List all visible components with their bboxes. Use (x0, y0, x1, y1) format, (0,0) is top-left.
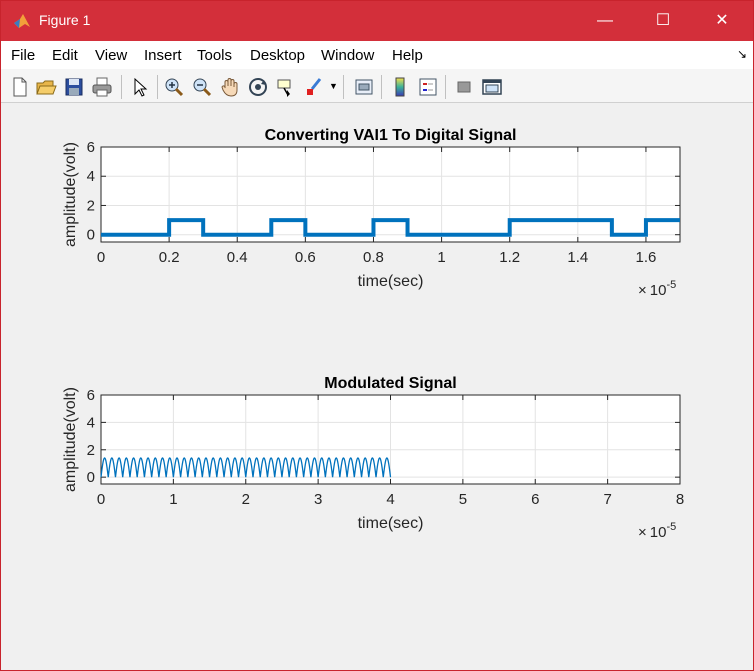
matlab-logo-icon (14, 14, 30, 28)
x-axis-label: time(sec) (358, 273, 424, 290)
open-file-icon[interactable] (35, 76, 57, 98)
exponent-base: 10 (650, 282, 667, 299)
axes-title: Modulated Signal (324, 375, 456, 392)
x-tick-label: 0 (97, 249, 105, 266)
x-tick-label: 6 (531, 491, 539, 508)
x-tick-label: 3 (314, 491, 322, 508)
modulated-signal-line (100, 457, 392, 478)
legend-icon[interactable] (417, 76, 439, 98)
digital-signal-line (101, 218, 680, 237)
exponent-base: 10 (650, 524, 667, 541)
x-tick-label: 7 (603, 491, 611, 508)
title-bar: Figure 1 — ☐ ✕ (1, 1, 753, 41)
x-tick-label: 2 (242, 491, 250, 508)
toolbar-separator (445, 75, 446, 99)
y-tick-label: 0 (87, 469, 95, 486)
x-tick-label: 5 (459, 491, 467, 508)
menu-bar: File Edit View Insert Tools Desktop Wind… (1, 41, 753, 69)
x-tick-label: 0.4 (227, 249, 248, 266)
menu-insert[interactable]: Insert (144, 47, 182, 64)
minimize-button[interactable]: — (597, 12, 613, 29)
y-tick-label: 0 (87, 227, 95, 244)
y-tick-label: 4 (87, 414, 95, 431)
colorbar-icon[interactable] (389, 76, 411, 98)
data-cursor-icon[interactable] (275, 76, 297, 98)
show-plot-tools-icon[interactable] (481, 76, 503, 98)
x-axis-label: time(sec) (358, 515, 424, 532)
close-button[interactable]: ✕ (715, 12, 729, 29)
zoom-in-icon[interactable] (163, 76, 185, 98)
dock-figure-icon[interactable]: ↘ (736, 47, 747, 61)
exponent-times: × (638, 524, 647, 541)
toolbar-separator (157, 75, 158, 99)
pan-icon[interactable] (219, 76, 241, 98)
menu-help[interactable]: Help (392, 47, 423, 64)
exponent-times: × (638, 282, 647, 299)
axes-box (100, 146, 681, 243)
edit-plot-icon[interactable] (129, 76, 151, 98)
x-tick-label: 1.6 (636, 249, 657, 266)
x-axis-exponent: × 10-5 (638, 521, 676, 541)
menu-view[interactable]: View (95, 47, 128, 64)
new-figure-icon[interactable] (9, 76, 31, 98)
toolbar-separator (343, 75, 344, 99)
y-axis-label: amplitude(volt) (62, 142, 79, 247)
x-tick-label: 0.2 (159, 249, 180, 266)
menu-file[interactable]: File (11, 47, 36, 64)
toolbar-separator (381, 75, 382, 99)
y-tick-label: 2 (87, 197, 95, 214)
window-title: Figure 1 (39, 12, 91, 28)
print-icon[interactable] (91, 76, 113, 98)
zoom-out-icon[interactable] (191, 76, 213, 98)
brush-icon[interactable] (303, 76, 325, 98)
maximize-button[interactable]: ☐ (655, 12, 671, 29)
axes-digital-signal[interactable]: 0 0.2 0.4 0.6 0.8 1 1.2 1.4 1.6 0 2 4 6 Converting VA… (62, 127, 681, 299)
y-axis-label: amplitude(volt) (62, 387, 79, 492)
x-tick-label: 4 (386, 491, 394, 508)
hide-plot-tools-icon[interactable] (453, 76, 475, 98)
link-plot-icon[interactable] (353, 76, 375, 98)
x-tick-label: 8 (676, 491, 684, 508)
figure-canvas: 0 0.2 0.4 0.6 0.8 1 1.2 1.4 1.6 0 2 4 6 Converting VA… (1, 104, 753, 670)
x-tick-label: 0.8 (363, 249, 384, 266)
x-tick-label: 0 (97, 491, 105, 508)
menu-desktop[interactable]: Desktop (250, 47, 306, 64)
x-axis-exponent: × 10-5 (638, 279, 676, 299)
toolbar-separator (121, 75, 122, 99)
menu-tools[interactable]: Tools (197, 47, 233, 64)
axes-title: Converting VAI1 To Digital Signal (265, 127, 517, 144)
save-icon[interactable] (63, 76, 85, 98)
axes-modulated-signal[interactable]: 0 1 2 3 4 5 6 7 8 0 2 4 6 Modulated Signal time(sec) am… (62, 375, 684, 541)
exponent-power: -5 (666, 279, 676, 291)
y-tick-label: 6 (87, 139, 95, 156)
y-tick-label: 6 (87, 387, 95, 404)
menu-window[interactable]: Window (321, 47, 375, 64)
x-tick-label: 1.4 (567, 249, 588, 266)
rotate-3d-icon[interactable] (247, 76, 269, 98)
y-tick-label: 4 (87, 168, 95, 185)
x-tick-label: 0.6 (295, 249, 316, 266)
y-tick-label: 2 (87, 442, 95, 459)
exponent-power: -5 (666, 521, 676, 533)
figure-toolbar: ▼ (1, 69, 753, 103)
x-tick-label: 1.2 (499, 249, 520, 266)
brush-dropdown-icon[interactable]: ▼ (329, 81, 338, 91)
menu-edit[interactable]: Edit (52, 47, 78, 64)
x-tick-label: 1 (169, 491, 177, 508)
plot-area (101, 147, 680, 242)
x-tick-label: 1 (437, 249, 445, 266)
